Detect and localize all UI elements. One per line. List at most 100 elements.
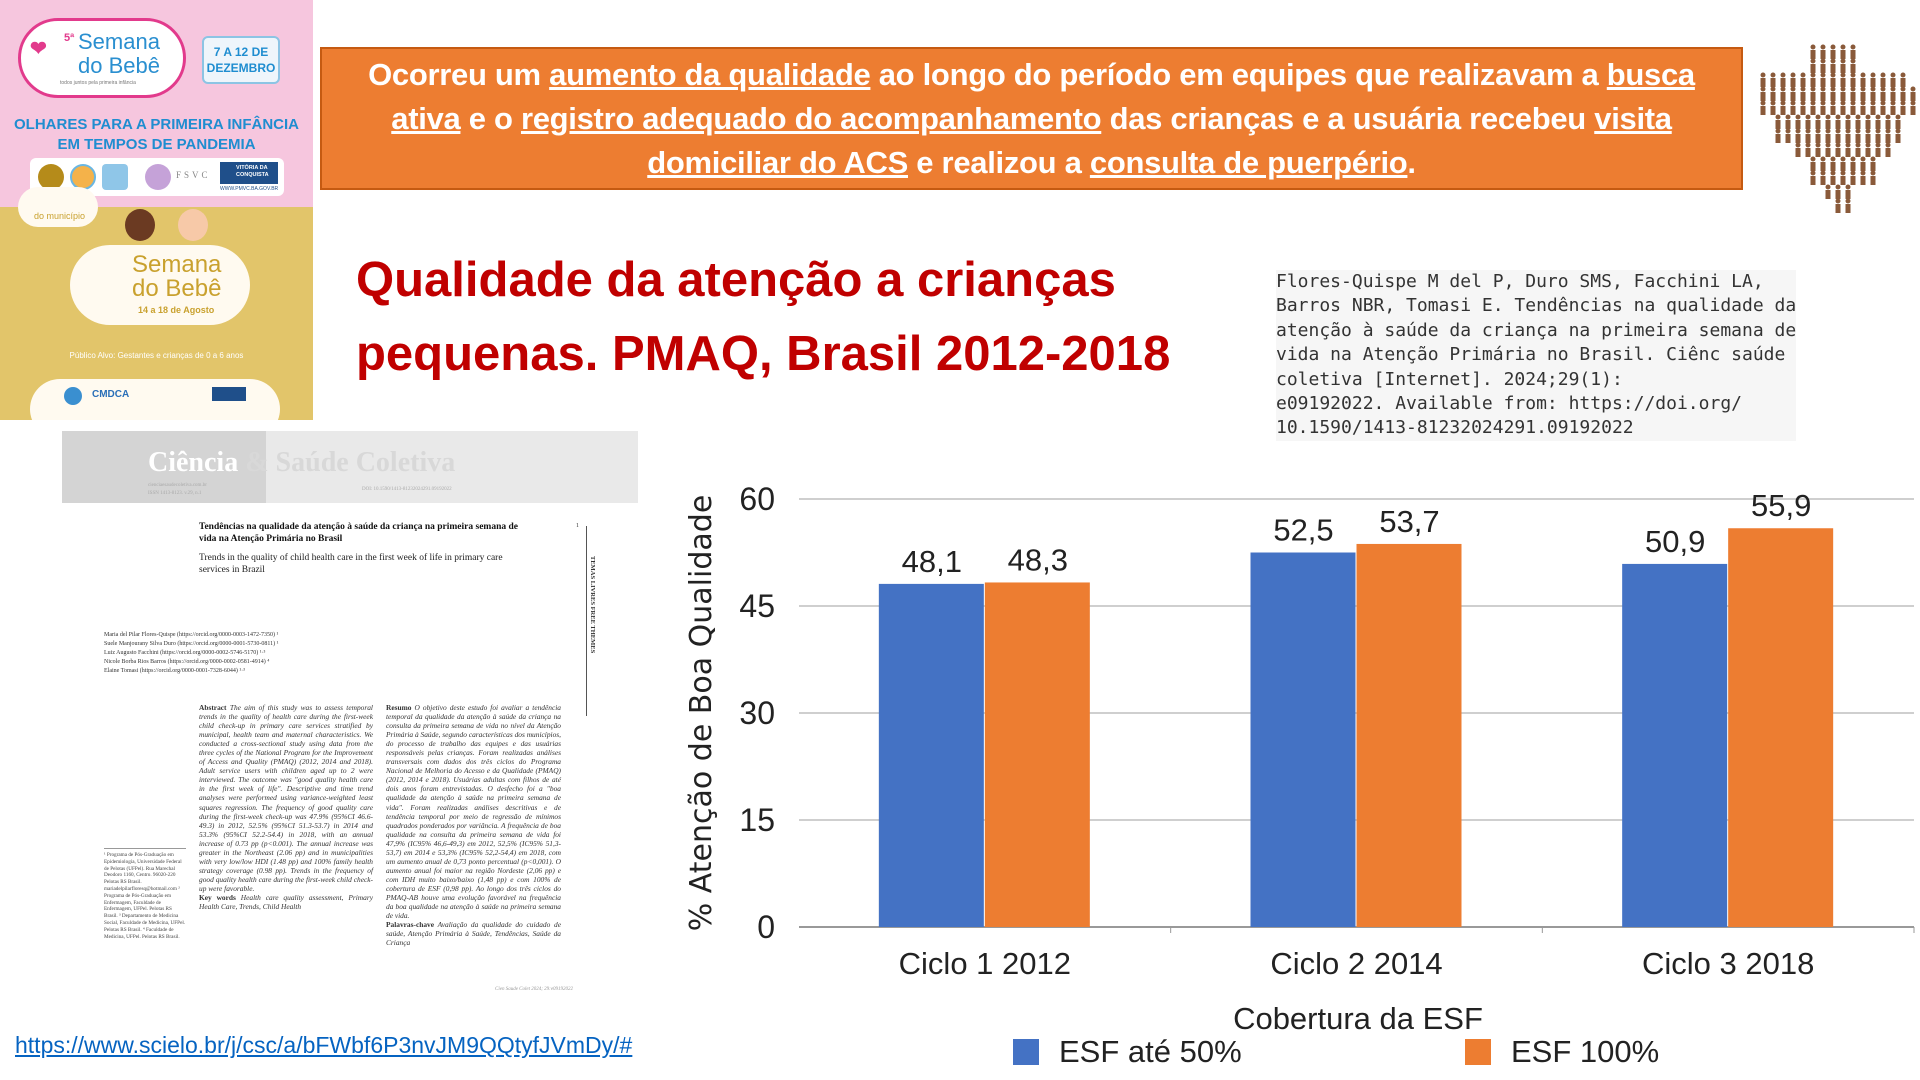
cmdca-logo: CMDCA — [92, 389, 130, 400]
person-icon — [1785, 128, 1791, 143]
person-icon — [1810, 86, 1816, 101]
person-icon — [1760, 72, 1766, 87]
person-icon — [1830, 72, 1836, 87]
journal-footer: Cien Saude Colet 2024; 29:e09192022 — [495, 987, 574, 992]
legend-label: ESF 100% — [1511, 1034, 1660, 1069]
person-icon — [1840, 44, 1846, 59]
person-icon — [1820, 72, 1826, 87]
person-icon — [1840, 72, 1846, 87]
person-icon — [1910, 100, 1916, 115]
person-icon — [1860, 100, 1866, 115]
poster-logo-cloud-2 — [70, 245, 250, 325]
person-icon — [1800, 72, 1806, 87]
banner-text: Ocorreu um aumento da qualidade ao longo… — [368, 57, 1695, 180]
poster-website: WWW.PMVC.BA.GOV.BR — [220, 186, 279, 192]
person-icon — [1820, 86, 1826, 101]
page-number: 1 — [576, 523, 579, 529]
poster-corner-text: do município — [34, 211, 86, 221]
pmvc-logo: VITÓRIA DA CONQUISTA — [220, 162, 278, 184]
poster-tagline: todos juntos pela primeira infância — [60, 80, 136, 86]
poster-headline-2: EM TEMPOS DE PANDEMIA — [57, 136, 256, 153]
person-icon — [1845, 128, 1851, 143]
person-icon — [1775, 128, 1781, 143]
journal-header: Ciência & Saúde Coletiva cienciaesaudeco… — [62, 431, 638, 503]
journal-title: Ciência & Saúde Coletiva — [148, 447, 456, 478]
bar-esf-100 — [984, 582, 1090, 927]
legend-swatch-orange — [1465, 1039, 1491, 1065]
person-icon — [1840, 58, 1846, 73]
banner-segment: e realizou a — [907, 145, 1090, 180]
person-icon — [1865, 142, 1871, 157]
person-icon — [1870, 170, 1876, 185]
person-icon — [1890, 100, 1896, 115]
person-icon — [1810, 156, 1816, 171]
y-tick-label: 15 — [739, 802, 775, 838]
person-icon — [1830, 86, 1836, 101]
person-icon — [1795, 128, 1801, 143]
legend-item-esf-50: ESF até 50% — [1013, 1034, 1242, 1070]
person-icon — [1845, 142, 1851, 157]
person-icon — [1850, 44, 1856, 59]
person-icon — [1805, 128, 1811, 143]
person-icon — [1850, 72, 1856, 87]
section-rule — [586, 526, 587, 716]
person-icon — [1865, 128, 1871, 143]
section-label: TEMAS LIVRES FREE THEMES — [589, 556, 596, 654]
person-icon — [1785, 114, 1791, 129]
person-icon — [1845, 114, 1851, 129]
poster-dates-2: 14 a 18 de Agosto — [138, 305, 215, 315]
journal-site: cienciaesaudecoletiva.com.br — [148, 483, 207, 488]
bar-esf-50 — [878, 583, 984, 927]
slide-title-line-1: Qualidade da atenção a crianças — [356, 253, 1116, 307]
banner-segment: e o — [460, 101, 521, 136]
person-icon — [1790, 86, 1796, 101]
data-label: 55,9 — [1751, 488, 1811, 523]
legend-label: ESF até 50% — [1059, 1034, 1242, 1069]
person-icon — [1860, 86, 1866, 101]
person-icon — [1880, 72, 1886, 87]
person-icon — [1810, 58, 1816, 73]
poster-dates: 7 A 12 DE DEZEMBRO — [202, 36, 280, 84]
person-icon — [1875, 128, 1881, 143]
person-icon — [1815, 114, 1821, 129]
person-icon — [1890, 86, 1896, 101]
highlight-banner: Ocorreu um aumento da qualidade ao longo… — [320, 47, 1743, 190]
person-icon — [1825, 184, 1831, 199]
person-icon — [1795, 114, 1801, 129]
person-icon — [1870, 156, 1876, 171]
poster-edition: 5ª — [64, 32, 75, 44]
poster-heart-icon: ❤ — [30, 38, 47, 60]
person-icon — [1810, 44, 1816, 59]
person-icon — [1770, 72, 1776, 87]
article-link[interactable]: https://www.scielo.br/j/csc/a/bFWbf6P3nv… — [15, 1032, 633, 1058]
banner-segment: consulta de puerpério — [1089, 145, 1408, 180]
person-icon — [1790, 100, 1796, 115]
person-icon — [1860, 156, 1866, 171]
person-icon — [1805, 142, 1811, 157]
person-icon — [1780, 86, 1786, 101]
abstract-column: Abstract The aim of this study was to as… — [199, 703, 373, 912]
y-tick-label: 60 — [739, 481, 775, 517]
banner-segment: busca ativa — [391, 57, 1695, 136]
poster-top-panel: ❤ 5ª Semana do Bebê todos juntos pela pr… — [0, 0, 313, 207]
person-icon — [1895, 128, 1901, 143]
person-icon — [1780, 72, 1786, 87]
data-label: 52,5 — [1273, 513, 1333, 548]
banner-segment: das crianças e a usuária recebeu — [1101, 101, 1595, 136]
resumo-column: Resumo O objetivo deste estudo foi avali… — [386, 703, 561, 948]
person-icon — [1850, 170, 1856, 185]
brazil-people-map-icon — [1760, 44, 1916, 213]
article-first-page: Ciência & Saúde Coletiva cienciaesaudeco… — [62, 431, 638, 997]
author-affiliations: ¹ Programa de Pós-Graduação em Epidemiol… — [104, 848, 186, 940]
person-icon — [1810, 170, 1816, 185]
y-tick-label: 30 — [739, 695, 775, 731]
person-icon — [1830, 100, 1836, 115]
person-icon — [1850, 100, 1856, 115]
y-axis-title: % Atenção de Boa Qualidade — [684, 495, 719, 932]
y-tick-label: 45 — [739, 588, 775, 624]
bar-esf-100 — [1728, 528, 1834, 927]
person-icon — [1815, 142, 1821, 157]
person-icon — [1810, 72, 1816, 87]
event-poster: ❤ 5ª Semana do Bebê todos juntos pela pr… — [0, 0, 313, 420]
